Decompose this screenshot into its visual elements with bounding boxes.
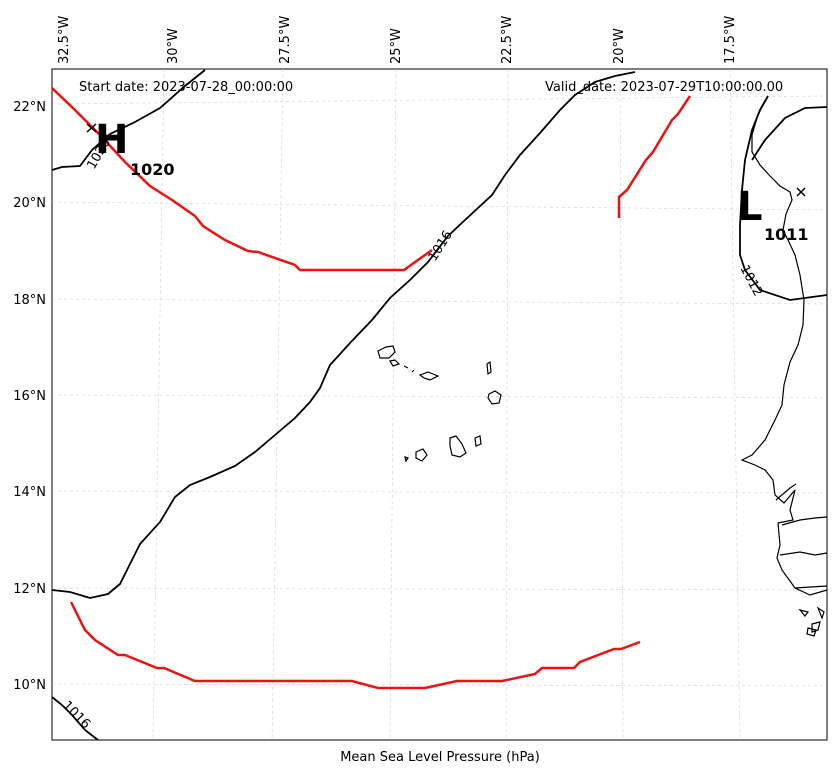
isobar-1016-south	[51, 696, 99, 741]
high-pressure-value: 1020	[130, 160, 175, 179]
longitude-tick-label: 32.5°W	[57, 16, 72, 64]
isobar-1012-arc	[751, 106, 828, 161]
start-date-label: Start date: 2023-07-28_00:00:00	[79, 80, 293, 95]
cape-verde-sal	[486, 360, 492, 376]
isobar-1016-main	[51, 71, 636, 599]
latitude-tick-label: 12°N	[13, 582, 46, 597]
cape-verde-santo-antao	[377, 345, 396, 359]
latitude-tick-label: 18°N	[13, 293, 46, 308]
low-center-marker	[796, 187, 806, 197]
longitude-tick-label: 22.5°W	[500, 16, 515, 64]
low-pressure-letter: L	[737, 184, 763, 230]
cape-verde-brava	[404, 456, 409, 463]
red-contour-east	[617, 95, 692, 218]
latitude-tick-label: 20°N	[13, 196, 46, 211]
latitude-tick-label: 22°N	[13, 100, 46, 115]
cape-verde-sao-vicente	[389, 359, 401, 367]
meridian-line	[729, 68, 741, 741]
latitude-tick-label: 10°N	[13, 678, 46, 693]
cape-verde-sao-nicolau	[411, 369, 440, 381]
isobar-1012	[739, 95, 828, 301]
longitude-tick-label: 17.5°W	[723, 16, 738, 64]
longitude-tick-label: 27.5°W	[278, 16, 293, 64]
coastlines	[377, 95, 828, 637]
high-pressure-letter: H	[95, 117, 128, 163]
cape-verde-boa-vista	[487, 390, 502, 405]
cape-verde-santiago	[449, 435, 467, 458]
latitude-tick-label: 14°N	[13, 485, 46, 500]
red-contour-south	[69, 601, 641, 690]
meridian-line	[505, 68, 509, 741]
longitude-tick-label: 30°W	[166, 28, 181, 64]
graticule	[51, 68, 828, 741]
meridian-line	[152, 68, 165, 741]
map-caption: Mean Sea Level Pressure (hPa)	[340, 750, 540, 765]
low-pressure-value: 1011	[764, 225, 809, 244]
high-center-marker	[86, 123, 97, 133]
map-frame	[51, 68, 828, 741]
valid-date-label: Valid_date: 2023-07-29T10:00:00.00	[545, 80, 783, 95]
highlight-contours	[51, 87, 692, 690]
cape-verde-maio	[474, 435, 482, 447]
red-contour-north	[51, 87, 433, 272]
longitude-tick-label: 25°W	[389, 28, 404, 64]
meridian-line	[619, 68, 624, 741]
meridian-line	[271, 68, 284, 741]
bijagos-islands	[798, 606, 825, 637]
isobars	[51, 69, 828, 741]
meridian-line	[389, 68, 397, 741]
center-markers	[86, 123, 806, 197]
cape-verde-santa-luzia	[403, 365, 409, 369]
longitude-tick-label: 20°W	[612, 28, 627, 64]
isobar-1020	[51, 69, 206, 171]
africa-coast-detail	[775, 483, 828, 589]
africa-coastline	[740, 95, 828, 596]
cape-verde-fogo	[415, 448, 428, 462]
latitude-tick-label: 16°N	[13, 389, 46, 404]
